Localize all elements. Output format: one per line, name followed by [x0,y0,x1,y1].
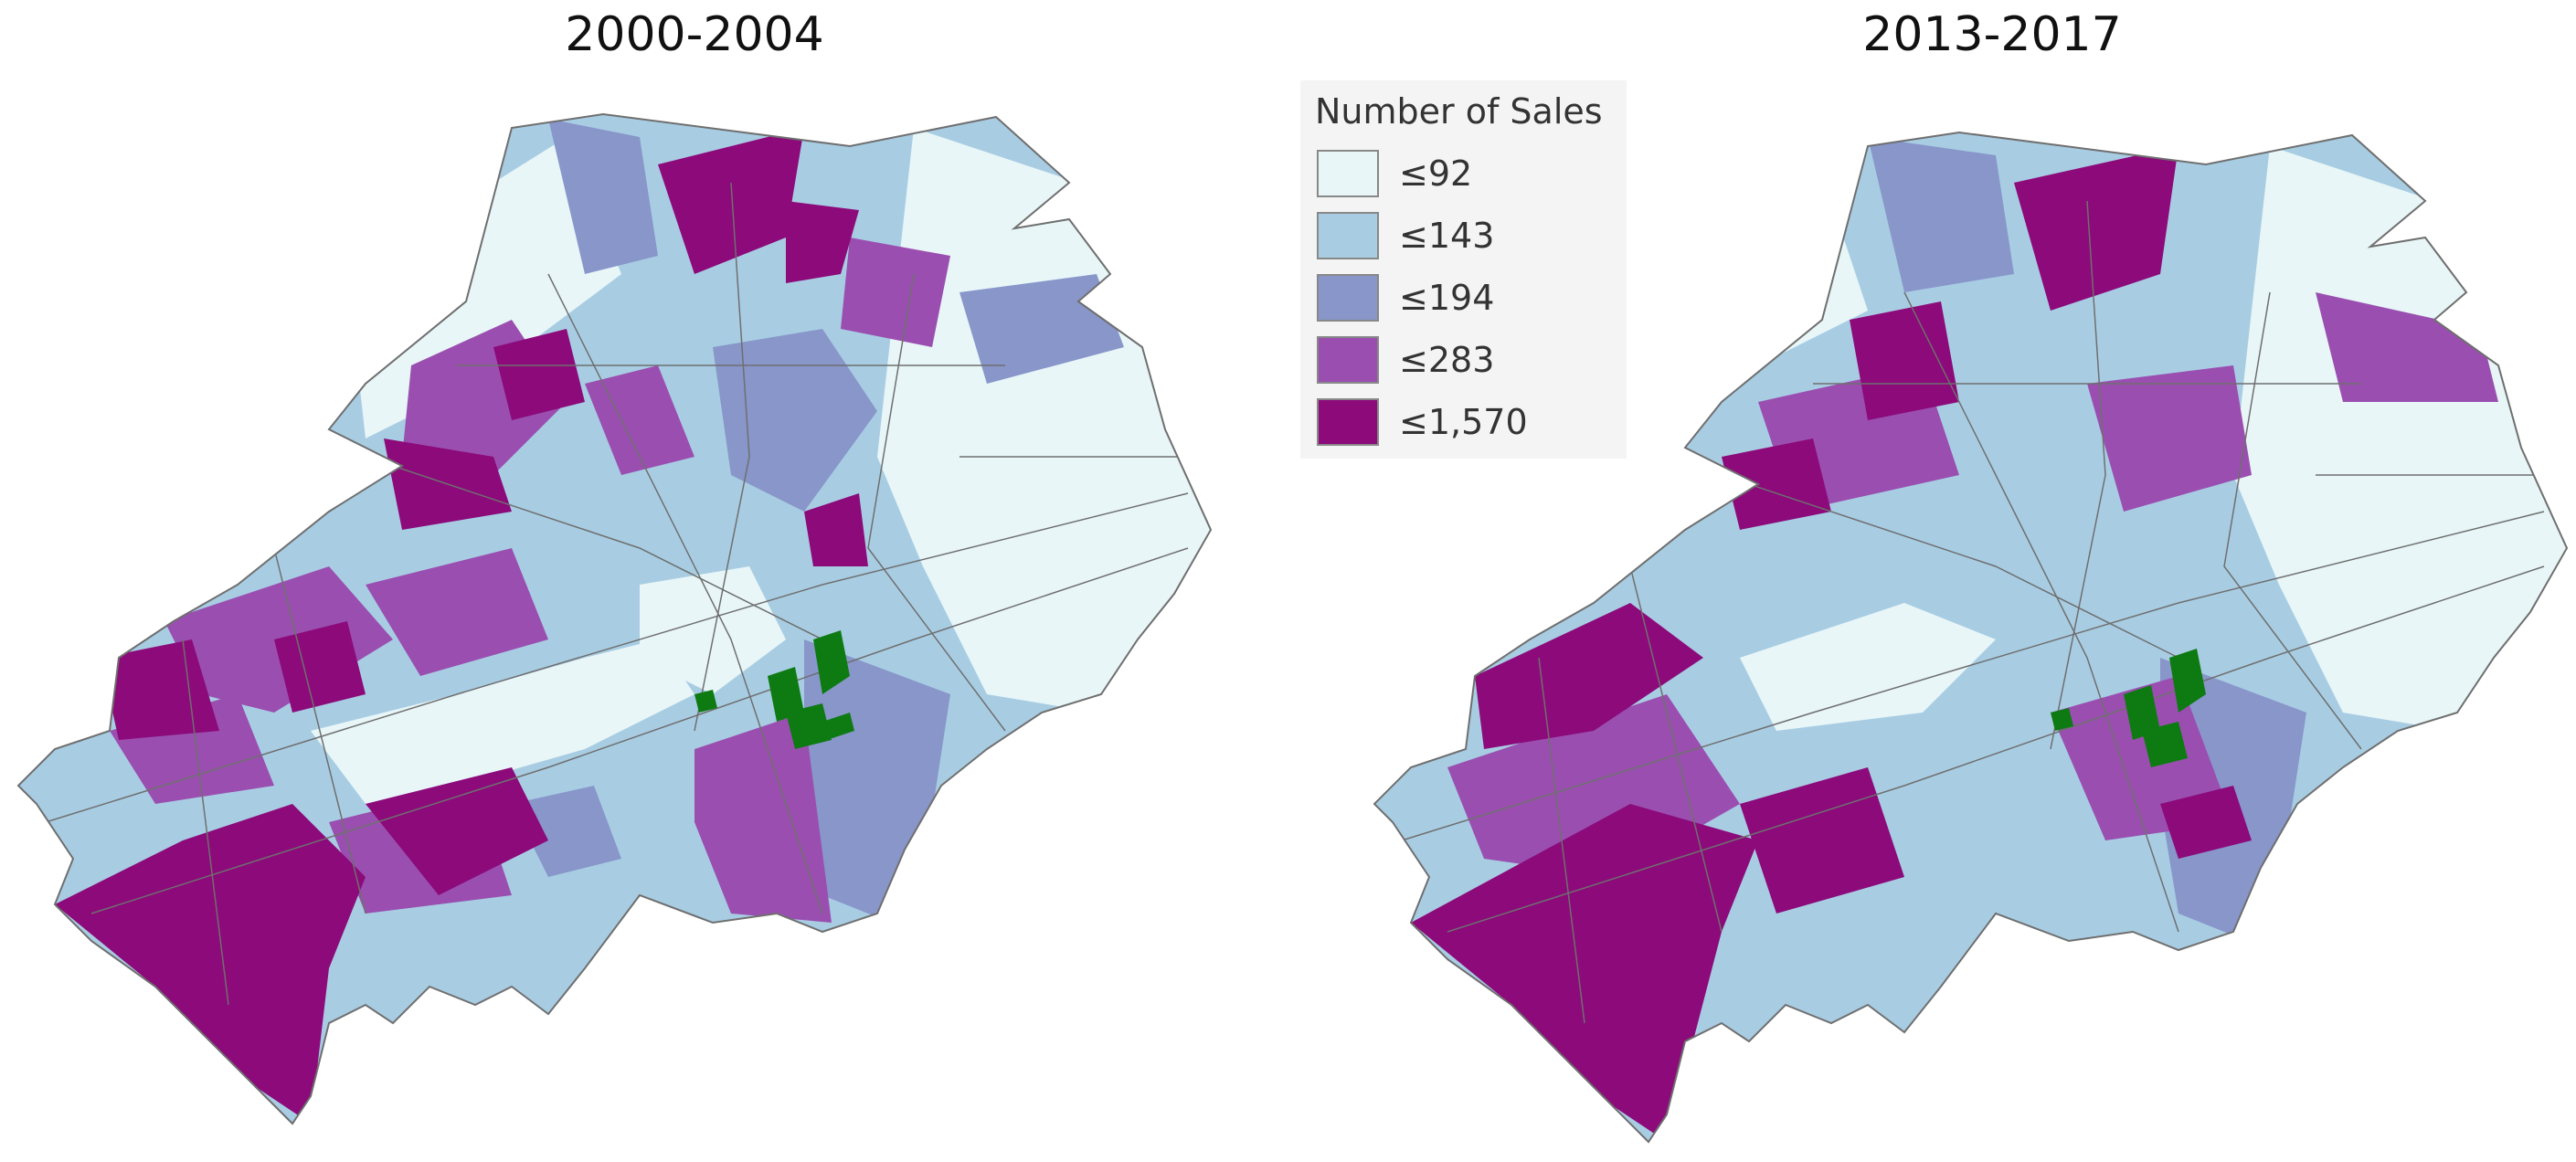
legend-title: Number of Sales [1315,91,1603,132]
map-title-2000-2004: 2000-2004 [565,7,824,62]
legend: Number of Sales ≤92 ≤143 ≤194 ≤283 ≤1,57… [1300,80,1627,459]
legend-swatch-4 [1317,336,1379,384]
legend-item-5: ≤1,570 [1317,398,1618,449]
legend-label-4: ≤283 [1399,340,1495,380]
legend-item-2: ≤143 [1317,212,1618,263]
legend-item-1: ≤92 [1317,150,1618,201]
legend-item-4: ≤283 [1317,336,1618,387]
map-2000-2004 [17,113,1212,1125]
legend-swatch-3 [1317,274,1379,322]
legend-swatch-2 [1317,212,1379,259]
legend-item-3: ≤194 [1317,274,1618,325]
map-title-2013-2017: 2013-2017 [1862,7,2122,62]
legend-swatch-1 [1317,150,1379,197]
legend-label-2: ≤143 [1399,216,1495,256]
legend-label-1: ≤92 [1399,153,1473,194]
legend-swatch-5 [1317,398,1379,446]
legend-label-3: ≤194 [1399,278,1495,318]
legend-label-5: ≤1,570 [1399,402,1528,442]
